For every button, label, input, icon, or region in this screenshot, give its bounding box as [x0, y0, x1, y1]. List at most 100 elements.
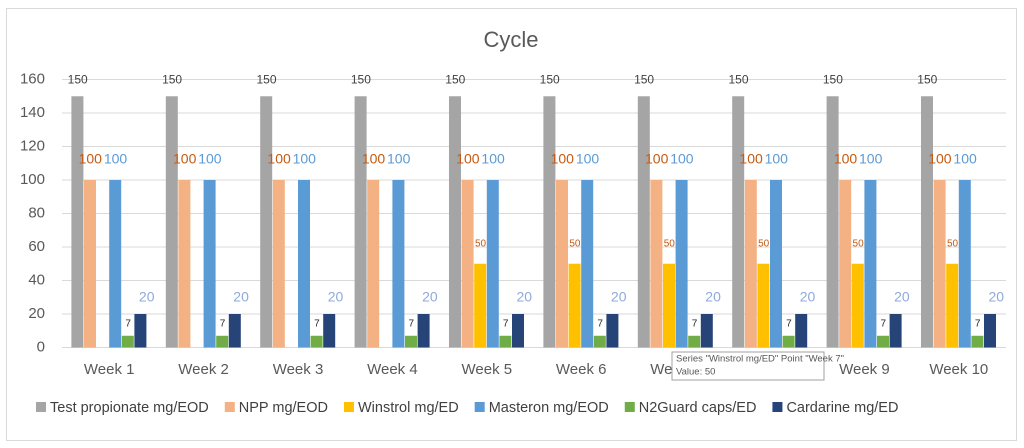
value-label: 150: [256, 72, 276, 86]
bar: [323, 314, 336, 348]
x-tick-label: Week 9: [839, 361, 890, 378]
value-label-box: [972, 316, 983, 330]
y-tick-label: 0: [37, 338, 45, 355]
value-label: 150: [351, 72, 371, 86]
y-tick-label: 100: [20, 171, 45, 188]
legend: Test propionate mg/EOD NPP mg/EOD Winstrol…: [36, 400, 898, 416]
bar: [606, 314, 619, 348]
bar: [84, 180, 96, 348]
legend-label: Masteron mg/EOD: [489, 400, 609, 416]
bar: [663, 263, 675, 348]
bar: [795, 314, 808, 348]
bar: [933, 180, 946, 348]
value-label: 50: [947, 238, 959, 249]
tooltip-box: [671, 351, 825, 381]
value-label: 100: [173, 151, 197, 167]
value-label: 100: [739, 151, 763, 167]
value-label: 150: [634, 72, 654, 86]
y-tick-label: 140: [20, 104, 45, 121]
x-tick-label: Week 3: [273, 361, 324, 378]
x-tick-label: Week 1: [84, 361, 135, 378]
bar: [757, 263, 770, 348]
value-label-box: [217, 316, 228, 330]
value-label: 20: [422, 289, 438, 305]
value-label: 20: [139, 289, 155, 305]
value-label-box: [311, 316, 322, 330]
bar: [971, 335, 984, 348]
tooltip: Series "Winstrol mg/ED" Point "Week 7" V…: [671, 351, 844, 381]
value-label: 20: [517, 289, 533, 305]
bar: [568, 263, 581, 348]
bar: [354, 96, 367, 348]
value-label: 7: [503, 318, 509, 329]
value-label-box: [500, 316, 511, 330]
tooltip-text: Value: 50: [676, 367, 715, 378]
bar: [461, 180, 474, 348]
bar: [449, 96, 461, 348]
bar: [203, 180, 216, 348]
bar: [782, 335, 795, 348]
legend-swatch: [624, 402, 635, 412]
value-label: 100: [198, 151, 222, 167]
bar: [134, 314, 147, 348]
bar: [109, 180, 122, 348]
value-label: 50: [569, 238, 581, 249]
legend-label: Test propionate mg/EOD: [50, 400, 209, 416]
bar: [499, 335, 512, 348]
bar: [272, 180, 285, 348]
legend-label: Cardarine mg/ED: [786, 400, 898, 416]
bar: [732, 96, 745, 348]
value-label: 7: [692, 318, 698, 329]
value-label: 100: [576, 151, 600, 167]
value-label: 7: [786, 318, 792, 329]
bar: [417, 314, 430, 348]
bar: [228, 314, 241, 348]
value-label: 150: [68, 72, 88, 86]
value-label: 100: [670, 151, 694, 167]
value-label: 100: [387, 151, 411, 167]
x-tick-label: Week 2: [178, 361, 229, 378]
bar: [864, 180, 877, 348]
y-tick-label: 120: [20, 137, 45, 154]
bar: [946, 263, 959, 348]
bar: [486, 180, 499, 348]
value-label: 150: [540, 72, 560, 86]
bar: [581, 180, 594, 348]
value-label: 50: [475, 238, 487, 249]
bar: [71, 96, 84, 348]
value-label: 100: [456, 151, 480, 167]
value-label: 150: [445, 72, 465, 86]
value-label: 7: [409, 318, 415, 329]
value-label: 100: [928, 151, 952, 167]
value-label: 100: [267, 151, 291, 167]
value-label: 50: [853, 238, 865, 249]
bar: [121, 335, 134, 348]
value-label: 100: [104, 151, 128, 167]
value-label: 100: [765, 151, 789, 167]
value-label: 100: [551, 151, 575, 167]
bar: [405, 335, 417, 348]
bar: [958, 180, 971, 348]
bar: [512, 314, 524, 348]
bar: [392, 180, 405, 348]
bar: [298, 180, 310, 348]
value-label-box: [406, 316, 417, 330]
value-label: 50: [664, 238, 676, 249]
value-label: 100: [79, 151, 103, 167]
legend-label: NPP mg/EOD: [239, 400, 328, 416]
x-tick-label: Week 6: [556, 361, 607, 378]
x-tick-label: Week 10: [929, 361, 988, 378]
value-label: 7: [220, 318, 226, 329]
value-label-box: [123, 316, 134, 330]
value-label: 20: [705, 289, 721, 305]
value-label: 7: [314, 318, 320, 329]
bar: [593, 335, 606, 348]
legend-swatch: [36, 402, 46, 412]
bar: [178, 180, 191, 348]
value-label: 50: [758, 238, 770, 249]
chart-title: Cycle: [483, 27, 538, 52]
value-label: 20: [233, 289, 249, 305]
